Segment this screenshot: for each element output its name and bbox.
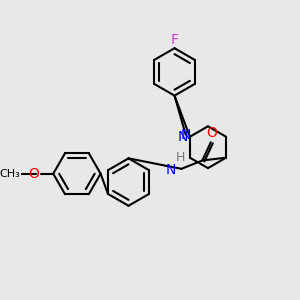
Text: H: H <box>176 151 185 164</box>
Text: F: F <box>170 33 178 47</box>
Text: N: N <box>181 128 191 142</box>
Text: O: O <box>28 167 39 181</box>
Text: N: N <box>178 130 188 144</box>
Text: N: N <box>166 163 176 177</box>
Text: O: O <box>207 125 218 140</box>
Text: CH₃: CH₃ <box>0 169 20 179</box>
